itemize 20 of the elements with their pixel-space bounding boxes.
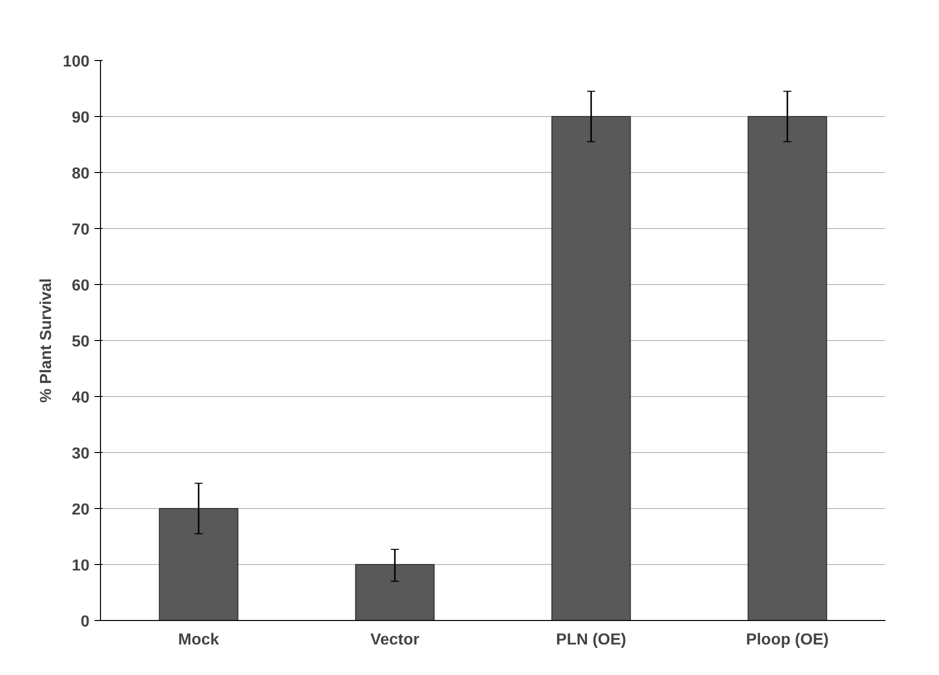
bar — [158, 508, 238, 620]
y-tick-label: 40 — [72, 390, 90, 406]
x-tick-label: Ploop (OE) — [746, 632, 829, 648]
y-tick-label: 60 — [72, 278, 90, 294]
y-tick-label: 100 — [62, 54, 90, 70]
y-tick-label: 30 — [72, 446, 90, 462]
y-tick-label: 0 — [80, 614, 90, 630]
bar — [355, 564, 435, 620]
x-tick-label: Mock — [178, 632, 220, 648]
y-tick-label: 90 — [72, 110, 90, 126]
x-tick-label: PLN (OE) — [556, 632, 626, 648]
y-tick-label: 50 — [72, 334, 90, 350]
bar — [551, 116, 631, 620]
bar — [748, 116, 828, 620]
y-tick-label: 10 — [72, 558, 90, 574]
y-tick-label: 70 — [72, 222, 90, 238]
y-tick-label: 20 — [72, 502, 90, 518]
y-axis-title: % Plant Survival — [38, 278, 55, 403]
y-tick-label: 80 — [72, 166, 90, 182]
x-tick-label: Vector — [370, 632, 420, 648]
